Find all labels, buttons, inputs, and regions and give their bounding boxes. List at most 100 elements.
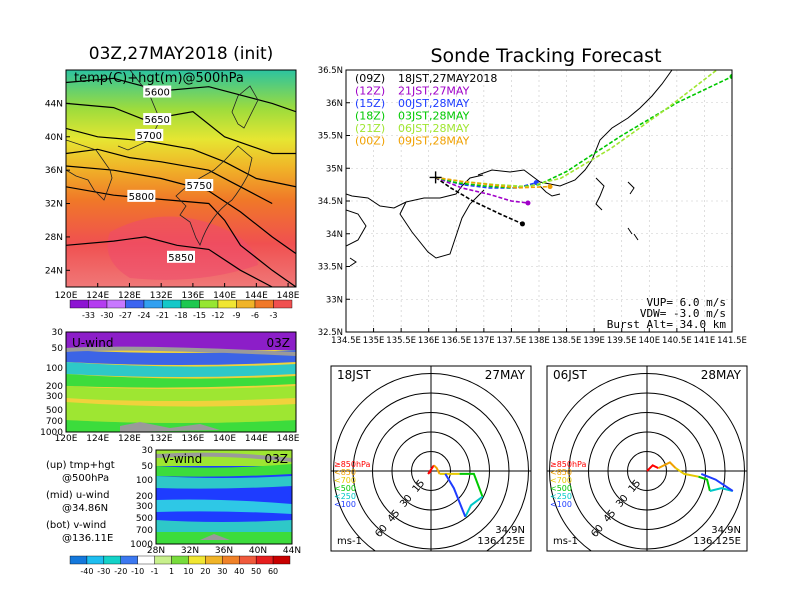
colorbar-label: -3 [270, 311, 278, 320]
hodograph-segment [698, 475, 711, 492]
colorbar-label: -21 [156, 311, 169, 320]
y-tick-label: 300 [46, 392, 63, 402]
contour-label: 5850 [168, 253, 193, 264]
map-500hpa-panel: temp(C)+hgt(m)@500hPa 120E 124E 128E 132E 13… [45, 69, 300, 301]
launch-site-marker [429, 171, 442, 184]
hodograph-frame [330, 365, 532, 552]
y-tick-label: 200 [136, 492, 153, 502]
x-tick-label: 28N [147, 546, 165, 556]
height-contour [66, 127, 296, 188]
colorbar-cell [217, 299, 237, 309]
legend-label: 03JST,28MAY [398, 110, 470, 123]
v-wind-band-cyan-3 [156, 520, 292, 534]
u-wind-x-ticks: 120E 124E 128E 132E 136E 140E 144E 148E [55, 434, 300, 444]
u-wind-band-top [66, 332, 296, 350]
x-tick-label: 32N [181, 546, 199, 556]
height-contour [66, 236, 273, 287]
height-contour [66, 186, 296, 287]
pressure-legend-item: <500 [334, 484, 356, 493]
x-tick-label: 148E [277, 291, 300, 301]
colorbar-label: 40 [234, 567, 244, 576]
v-wind-terrain [200, 534, 230, 540]
y-tick-label: 35.5N [318, 132, 343, 142]
right-title: Sonde Tracking Forecast [430, 45, 661, 67]
y-tick-label: 36N [45, 166, 63, 176]
y-tick-label: 35N [326, 164, 343, 174]
contour-label-box [135, 128, 164, 141]
colorbar-cell [143, 299, 163, 309]
u-wind-terrain [120, 422, 220, 432]
hodograph-segment [675, 467, 699, 478]
pressure-legend-item: <250 [550, 492, 572, 501]
colorbar-cell [103, 555, 121, 565]
x-tick-label: 120E [55, 434, 78, 444]
colorbar-label: -6 [251, 311, 259, 320]
japan-outline [66, 70, 259, 246]
x-tick-label: 132E [150, 291, 173, 301]
y-tick-label: 1000 [130, 540, 153, 550]
y-tick-label: 40N [45, 133, 63, 143]
u-wind-band-lime [66, 386, 296, 401]
legend-init: (09Z) [355, 72, 385, 85]
note-detail: @34.86N [62, 503, 108, 514]
y-tick-label: 700 [46, 417, 63, 427]
colorbar-label: -9 [233, 311, 241, 320]
y-tick-label: 32N [45, 200, 63, 210]
pressure-legend-item: ≥850hPa [334, 460, 371, 469]
note-title: (bot) v-wind [46, 520, 106, 531]
legend-init: (15Z) [355, 97, 385, 110]
y-tick-label: 33.5N [318, 263, 343, 273]
x-tick-label: 135E [363, 336, 385, 346]
colorbar-cell [222, 555, 240, 565]
v-wind-band-cyan-2 [156, 499, 292, 514]
y-tick-label: 33N [326, 295, 343, 305]
hodograph-segment [709, 487, 734, 492]
x-tick-label: 139E [583, 336, 605, 346]
y-tick-label: 30 [142, 446, 154, 456]
wind-colorbar: -40 -30 -20 -10 -1 1 10 20 30 40 50 60 [69, 555, 291, 576]
x-tick-label: 124E [86, 434, 109, 444]
y-tick-label: 100 [46, 364, 63, 374]
hodograph-frame [546, 365, 748, 552]
landing-point [525, 200, 531, 206]
legend-init: (18Z) [355, 110, 385, 123]
y-tick-label: 36N [326, 99, 343, 109]
colorbar-label: -20 [114, 567, 127, 576]
coastline [346, 70, 673, 267]
x-tick-label: 137.5E [497, 336, 527, 346]
hodograph-segment [464, 495, 484, 518]
x-tick-label: 148E [277, 434, 300, 444]
height-contour [66, 77, 296, 113]
x-tick-label: 144E [245, 434, 268, 444]
note-title: (mid) u-wind [46, 490, 109, 501]
legend-label: 18JST,27MAY2018 [398, 72, 497, 85]
colorbar-cell [69, 555, 88, 565]
ring-label: 15 [411, 478, 428, 495]
contour-label-box [167, 250, 195, 263]
colorbar-cell [239, 555, 257, 565]
colorbar-cell [88, 299, 108, 309]
y-tick-label: 44N [45, 99, 63, 109]
colorbar-label: -1 [151, 567, 159, 576]
y-tick-label: 100 [136, 476, 153, 486]
y-tick-label: 28N [45, 233, 63, 243]
y-tick-label: 34.5N [318, 197, 343, 207]
u-wind-band-cyan [66, 362, 296, 377]
pressure-legend-item: <100 [550, 500, 572, 509]
hodograph-segment [646, 464, 659, 472]
contour-label: 5750 [187, 181, 212, 192]
pressure-legend-item: <500 [550, 484, 572, 493]
hodograph-date: 27MAY [485, 368, 526, 382]
contour-label-box [127, 189, 156, 202]
colorbar-cell [180, 299, 200, 309]
colorbar-cell [272, 555, 291, 565]
pressure-legend-item: <850 [334, 468, 356, 477]
legend-label: 06JST,28MAY [398, 122, 470, 135]
pressure-legend-item: <100 [334, 500, 356, 509]
contour-label: 5700 [137, 131, 162, 142]
u-wind-band-blue [66, 350, 296, 365]
